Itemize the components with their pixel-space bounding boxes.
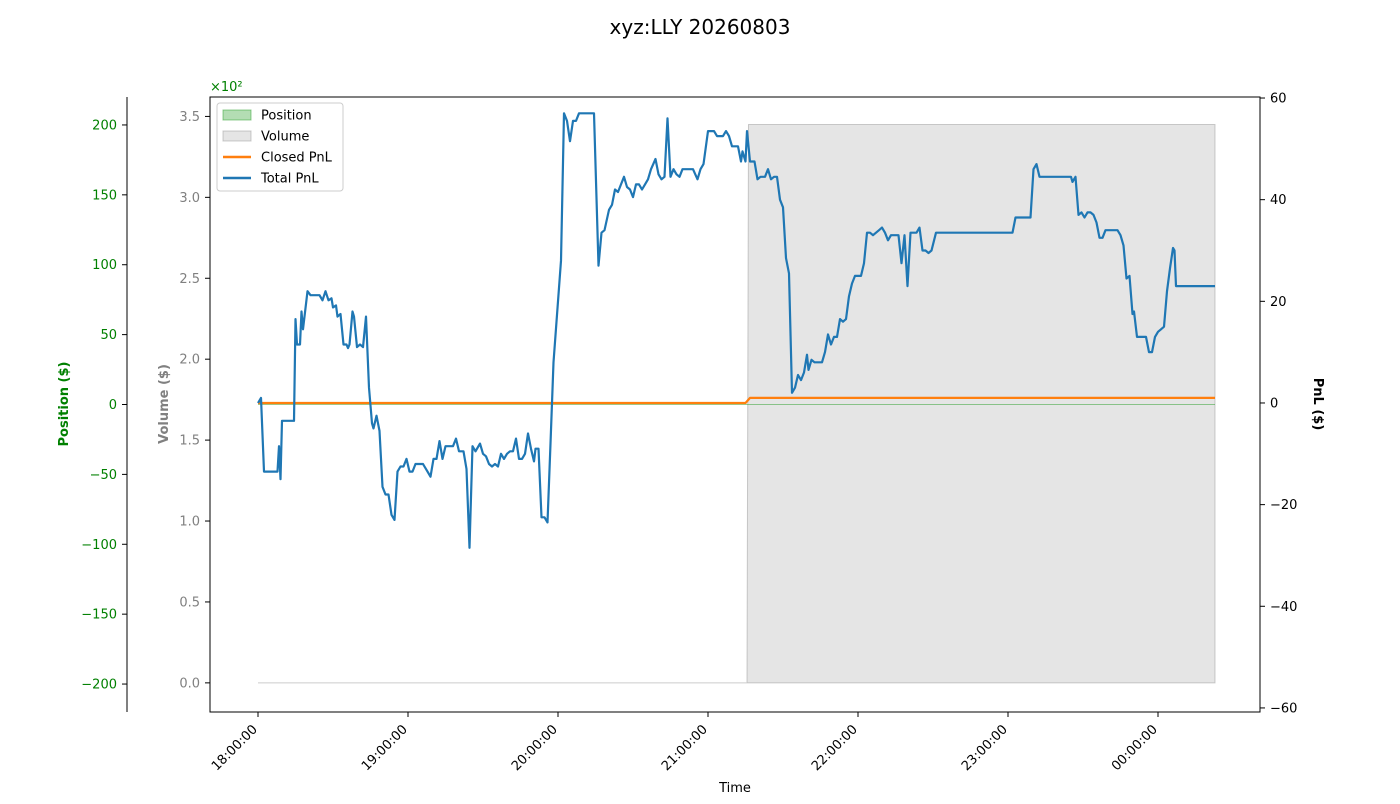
legend-label: Total PnL [260,172,319,187]
position-tick-label: −150 [81,608,117,623]
plot-frame [209,96,1261,713]
x-axis-label: Time [718,781,751,796]
area-layer [258,124,1216,684]
position-axis-label: Position ($) [57,362,72,447]
pnl-tick-label: 0 [1270,396,1278,411]
legend-swatch-volume [222,130,252,142]
volume-tick-label: 0.0 [179,676,200,691]
series-area-volume [258,124,1216,684]
legend-swatch-position [222,109,252,121]
chart-title: xyz:LLY 20260803 [610,15,791,39]
volume-tick-label: 3.0 [179,191,200,206]
pnl-tick-label: −60 [1270,701,1297,716]
position-tick-label: −50 [90,468,117,483]
volume-tick-label: 1.0 [179,515,200,530]
legend: Position Volume Closed PnL Total PnL [216,102,344,192]
volume-offset-text: ×10² [210,80,243,95]
position-tick-label: 50 [100,328,117,343]
legend-label: Position [261,109,312,124]
volume-tick-label: 0.5 [179,595,200,610]
pnl-tick-label: −20 [1270,498,1297,513]
series-line-closed-pnl [258,396,1215,405]
series-line-total-pnl [257,112,1215,549]
legend-box [216,102,344,192]
pnl-tick-label: −40 [1270,600,1297,615]
pnl-tick-label: 40 [1270,193,1287,208]
position-tick-label: −100 [81,538,117,553]
position-tick-label: 0 [109,398,117,413]
position-tick-label: 200 [92,118,117,133]
pnl-tick-label: 60 [1270,92,1287,107]
position-tick-label: −200 [81,678,117,693]
volume-tick-label: 1.5 [179,434,200,449]
line-layer [257,112,1215,549]
pnl-axis-label: PnL ($) [1310,378,1325,431]
volume-tick-label: 2.0 [179,353,200,368]
legend-label: Closed PnL [261,151,333,166]
volume-tick-label: 3.5 [179,110,200,125]
volume-axis-label: Volume ($) [157,364,172,444]
pnl-tick-label: 20 [1270,295,1287,310]
position-tick-label: 100 [92,258,117,273]
legend-label: Volume [261,130,309,145]
volume-tick-label: 2.5 [179,272,200,287]
position-tick-label: 150 [92,188,117,203]
